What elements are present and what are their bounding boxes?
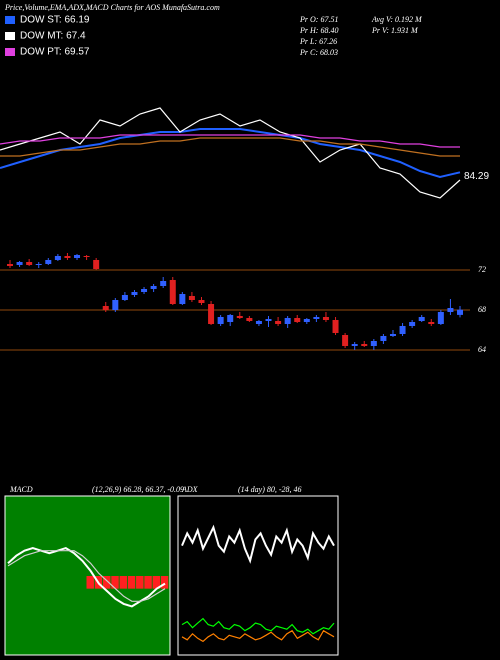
legend-label: DOW MT: 67.4: [20, 31, 86, 42]
candle-body: [284, 318, 291, 324]
candle-body: [303, 319, 310, 322]
candle-body: [457, 309, 463, 315]
candle-body: [16, 262, 23, 265]
candle-body: [150, 286, 157, 289]
series-line: [0, 134, 460, 148]
candle-body: [169, 280, 176, 304]
candle-body: [332, 320, 339, 333]
candle-body: [370, 341, 377, 346]
candle-body: [198, 300, 205, 303]
histogram-bar: [127, 576, 136, 589]
candle-body: [399, 326, 406, 334]
y-tick-label: 68: [478, 305, 486, 314]
series-line: [181, 617, 335, 635]
candle-body: [351, 344, 358, 346]
histogram-bar: [160, 576, 169, 589]
stat: Pr V: 1.931 M: [371, 26, 419, 35]
candle-body: [227, 315, 234, 322]
stat: Pr L: 67.26: [299, 37, 337, 46]
candle-body: [409, 322, 416, 326]
stat: Pr C: 68.03: [299, 48, 338, 57]
candle-body: [54, 256, 61, 260]
series-line: [0, 128, 461, 179]
legend-swatch: [5, 48, 15, 56]
histogram-bar: [111, 576, 119, 589]
histogram-bar: [152, 576, 161, 589]
histogram-bar: [136, 576, 144, 589]
candle-body: [188, 296, 195, 300]
candle-body: [208, 304, 215, 324]
candle-body: [26, 262, 33, 265]
candle-body: [294, 318, 301, 322]
chart-title: Price,Volume,EMA,ADX,MACD Charts for AOS…: [4, 3, 220, 12]
candle-body: [74, 255, 81, 258]
candle-body: [179, 294, 186, 304]
candle-body: [428, 322, 435, 324]
histogram-bar: [103, 576, 111, 589]
candle-body: [141, 289, 148, 292]
candle-body: [246, 318, 253, 321]
candle-body: [342, 335, 349, 346]
legend-label: DOW PT: 69.57: [20, 47, 90, 58]
candle-body: [255, 321, 262, 324]
series-line: [0, 137, 460, 157]
stat: Pr H: 68.40: [299, 26, 338, 35]
candle-body: [35, 264, 42, 265]
legend-label: DOW ST: 66.19: [20, 15, 90, 26]
series-line: [181, 524, 335, 564]
candle-body: [275, 321, 282, 324]
y-tick-label: 64: [478, 345, 486, 354]
candle-body: [64, 256, 71, 258]
annotation: 84.29: [464, 171, 489, 182]
adx-panel: [177, 495, 339, 656]
legend-swatch: [5, 16, 15, 24]
candle-body: [131, 292, 138, 295]
candle-body: [313, 317, 320, 319]
candle-body: [160, 281, 167, 286]
histogram-bar: [119, 576, 127, 589]
candle-body: [447, 308, 454, 312]
candle-body: [380, 336, 387, 341]
candle-body: [121, 295, 128, 300]
legend-swatch: [5, 32, 15, 40]
series-line: [7, 550, 166, 602]
candle-body: [265, 319, 272, 321]
candle-body: [361, 344, 368, 346]
candle-body: [102, 306, 109, 310]
candle-body: [418, 317, 425, 321]
candle-body: [7, 264, 13, 266]
macd-panel: [4, 495, 171, 656]
series-line: [0, 107, 461, 199]
candle-body: [112, 300, 119, 310]
stat: Pr O: 67.51: [299, 15, 338, 24]
y-tick-label: 72: [478, 265, 486, 274]
candle-body: [83, 256, 90, 257]
macd-title: MACD: [9, 485, 33, 494]
candle-body: [437, 312, 444, 324]
candle-body: [45, 260, 52, 264]
adx-title: ADX: [181, 485, 199, 494]
candle-body: [322, 317, 329, 320]
series-line: [181, 629, 335, 643]
stat: Avg V: 0.192 M: [371, 15, 423, 24]
candle-body: [389, 334, 396, 336]
histogram-bar: [86, 576, 94, 589]
candle-body: [93, 260, 100, 269]
histogram-bar: [144, 576, 152, 589]
series-line: [7, 547, 166, 608]
candle-body: [236, 316, 243, 318]
macd-subtitle: (12,26,9) 66.28, 66.37, -0.09: [92, 485, 184, 494]
candle-body: [217, 317, 224, 324]
adx-subtitle: (14 day) 80, -28, 46: [238, 485, 302, 494]
